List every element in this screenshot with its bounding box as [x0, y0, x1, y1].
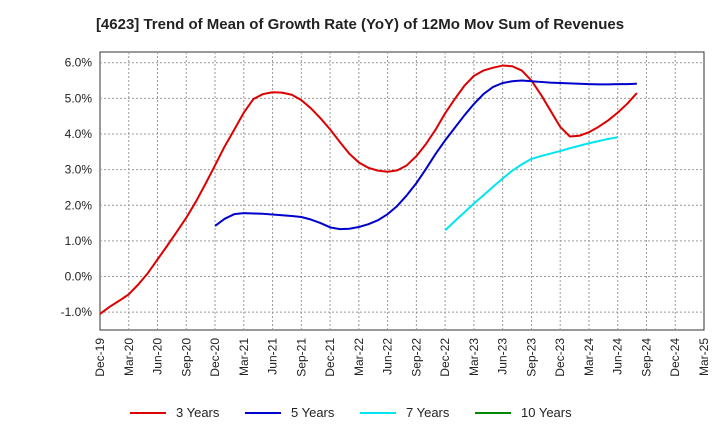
legend-swatch [360, 411, 396, 414]
legend-label: 10 Years [521, 405, 572, 420]
x-tick-label: Dec-20 [208, 338, 222, 377]
legend-item: 3 Years [130, 405, 245, 420]
x-tick-label: Mar-23 [467, 338, 481, 376]
plot-area [99, 51, 705, 331]
y-gridlines [100, 62, 704, 313]
legend-item: 7 Years [360, 405, 475, 420]
chart-title: [4623] Trend of Mean of Growth Rate (YoY… [95, 16, 625, 33]
legend-swatch [245, 411, 281, 414]
x-tick-label: Sep-23 [524, 338, 538, 377]
series-lines [99, 64, 638, 315]
x-tick-label: Jun-23 [496, 338, 510, 375]
y-tick-label: 2.0% [65, 198, 93, 212]
series-line-7-years [444, 136, 618, 231]
x-tick-label: Mar-21 [237, 338, 251, 376]
legend-label: 7 Years [406, 405, 450, 420]
x-tick-label: Jun-21 [266, 338, 280, 375]
x-tick-label: Dec-19 [93, 338, 107, 377]
y-tick-label: 5.0% [65, 91, 93, 105]
legend: 3 Years 5 Years 7 Years 10 Years [0, 405, 720, 420]
x-axis-tick-labels: Dec-19 Mar-20 Jun-20 Sep-20 Dec-20 Mar-21 Jun-… [93, 338, 711, 377]
x-tick-label: Jun-22 [381, 338, 395, 375]
x-tick-label: Mar-20 [122, 338, 136, 376]
y-tick-label: -1.0% [61, 305, 93, 319]
x-tick-label: Jun-24 [611, 338, 625, 375]
x-tick-label: Dec-22 [438, 338, 452, 377]
x-tick-label: Mar-25 [697, 338, 711, 376]
x-tick-label: Sep-21 [294, 338, 308, 377]
legend-swatch [130, 411, 166, 414]
x-tick-label: Mar-24 [582, 338, 596, 376]
legend-item: 10 Years [475, 405, 590, 420]
x-tick-label: Sep-20 [179, 338, 193, 377]
x-tick-label: Dec-21 [323, 338, 337, 377]
y-tick-label: 1.0% [65, 234, 93, 248]
x-tick-label: Dec-23 [553, 338, 567, 377]
y-tick-label: 6.0% [65, 56, 93, 70]
y-tick-label: 0.0% [65, 270, 93, 284]
x-tick-label: Sep-24 [639, 338, 653, 377]
series-line-3-years [99, 64, 638, 315]
series-line-5-years [214, 79, 637, 231]
x-tick-label: Jun-20 [151, 338, 165, 375]
y-tick-label: 4.0% [65, 127, 93, 141]
legend-swatch [475, 411, 511, 414]
legend-item: 5 Years [245, 405, 360, 420]
legend-label: 5 Years [291, 405, 335, 420]
x-tick-label: Mar-22 [352, 338, 366, 376]
y-axis-tick-labels: -1.0% 0.0% 1.0% 2.0% 3.0% 4.0% 5.0% 6.0% [61, 56, 93, 319]
legend-label: 3 Years [176, 405, 220, 420]
y-tick-label: 3.0% [65, 163, 93, 177]
x-tick-label: Sep-22 [409, 338, 423, 377]
x-tick-label: Dec-24 [668, 338, 682, 377]
